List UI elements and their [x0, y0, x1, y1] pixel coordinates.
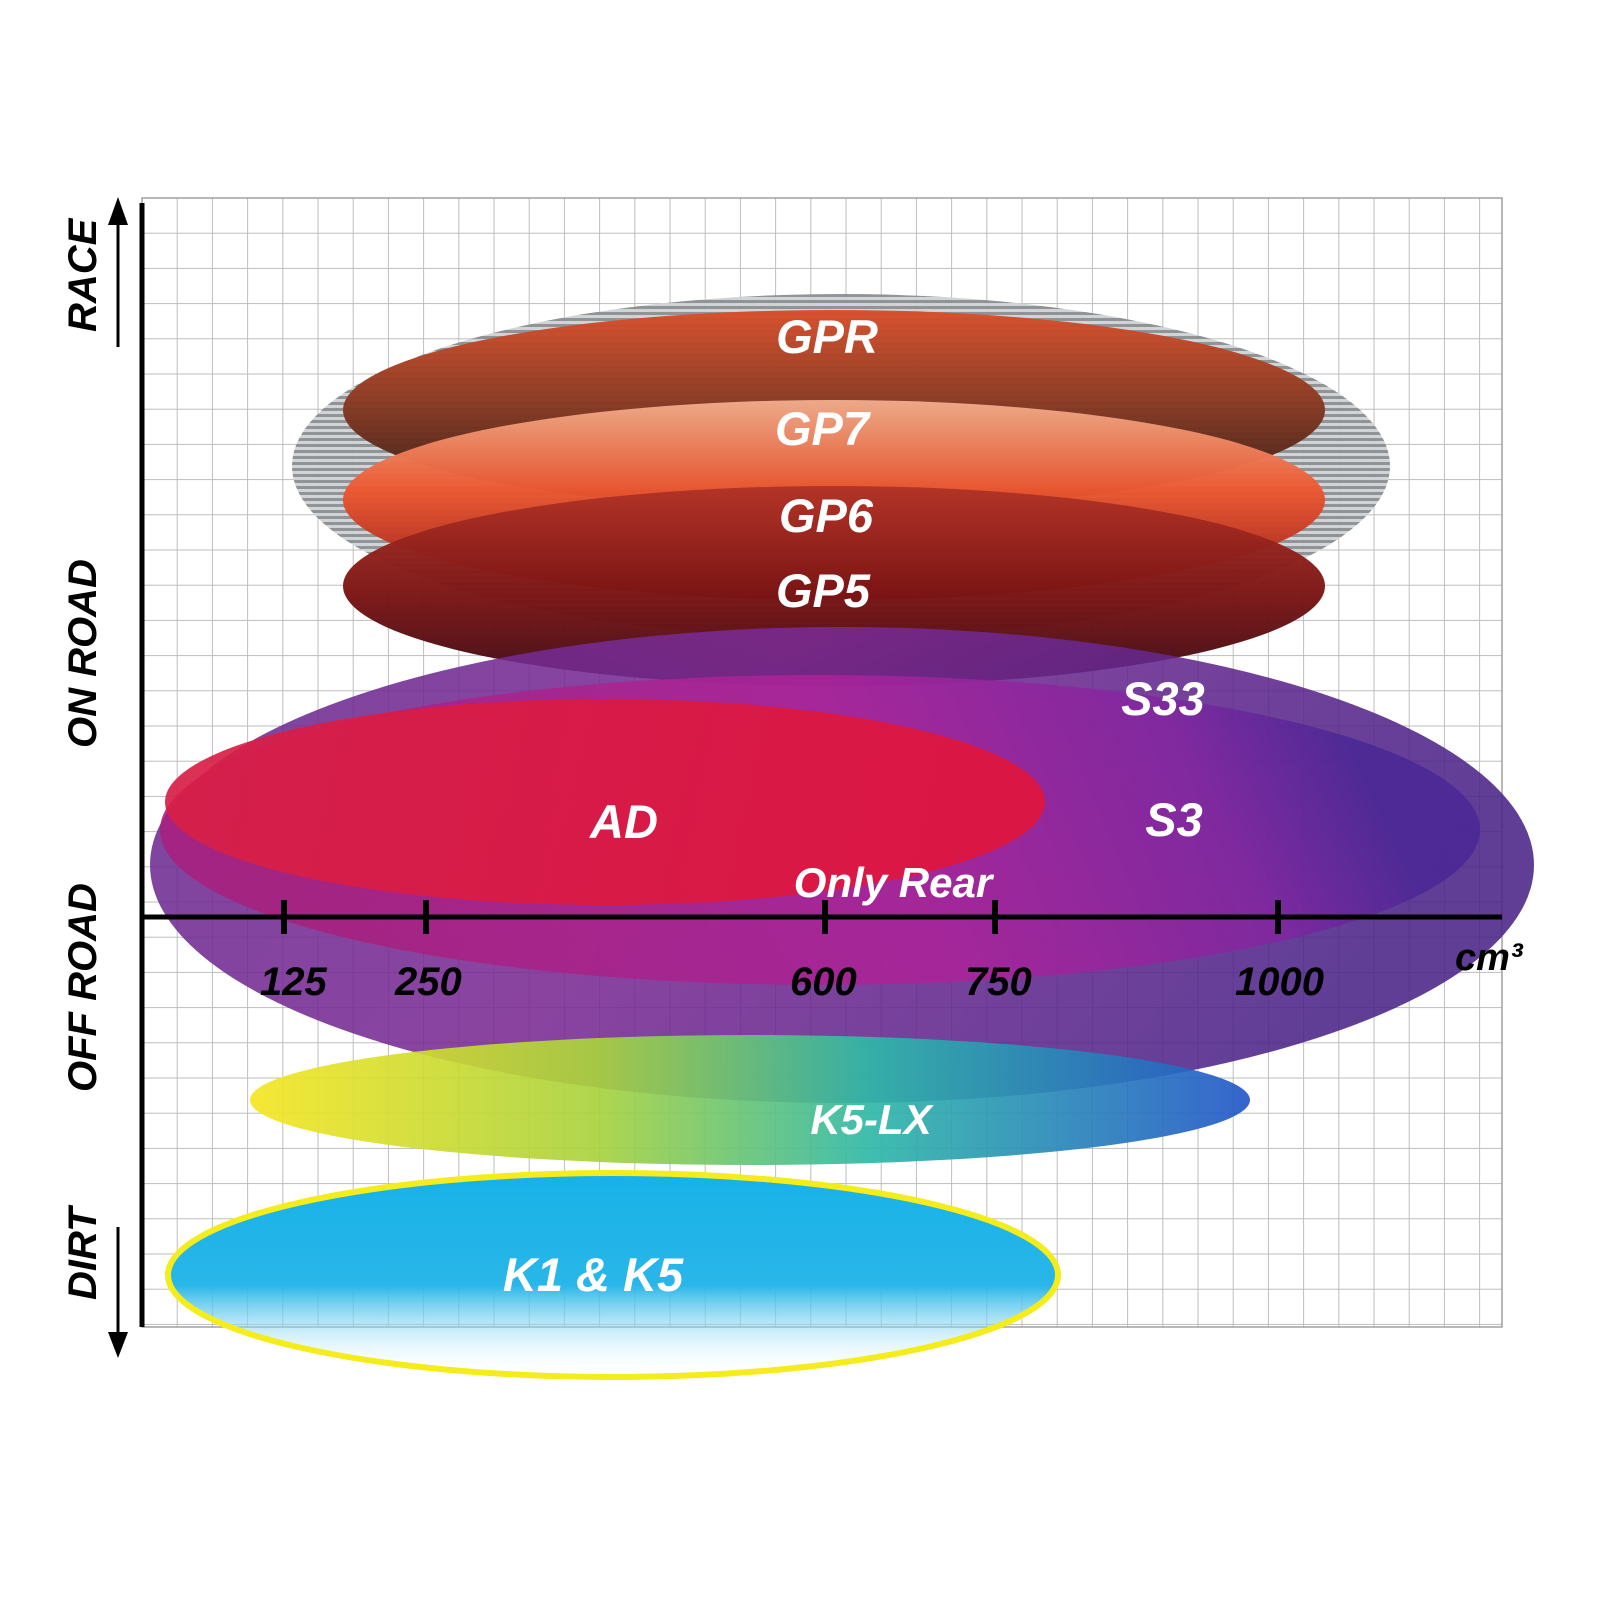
svg-text:750: 750 [965, 960, 1032, 1004]
svg-text:RACE: RACE [61, 217, 105, 332]
svg-text:GP7: GP7 [775, 402, 871, 455]
svg-text:1000: 1000 [1235, 960, 1324, 1004]
svg-text:K1 & K5: K1 & K5 [503, 1248, 684, 1301]
svg-text:250: 250 [394, 960, 462, 1004]
svg-text:GP5: GP5 [776, 564, 871, 617]
svg-text:OFF ROAD: OFF ROAD [61, 883, 105, 1092]
svg-text:AD: AD [589, 795, 658, 848]
svg-text:K5-LX: K5-LX [810, 1096, 934, 1143]
svg-text:GP6: GP6 [779, 489, 874, 542]
svg-text:S33: S33 [1121, 672, 1205, 725]
svg-text:Only Rear: Only Rear [794, 859, 995, 906]
svg-text:125: 125 [260, 960, 327, 1004]
svg-text:ON ROAD: ON ROAD [61, 559, 105, 748]
svg-text:S3: S3 [1145, 793, 1203, 846]
svg-text:600: 600 [790, 960, 857, 1004]
svg-text:GPR: GPR [776, 310, 878, 363]
svg-text:cm³: cm³ [1455, 937, 1524, 979]
svg-text:DIRT: DIRT [61, 1204, 105, 1300]
